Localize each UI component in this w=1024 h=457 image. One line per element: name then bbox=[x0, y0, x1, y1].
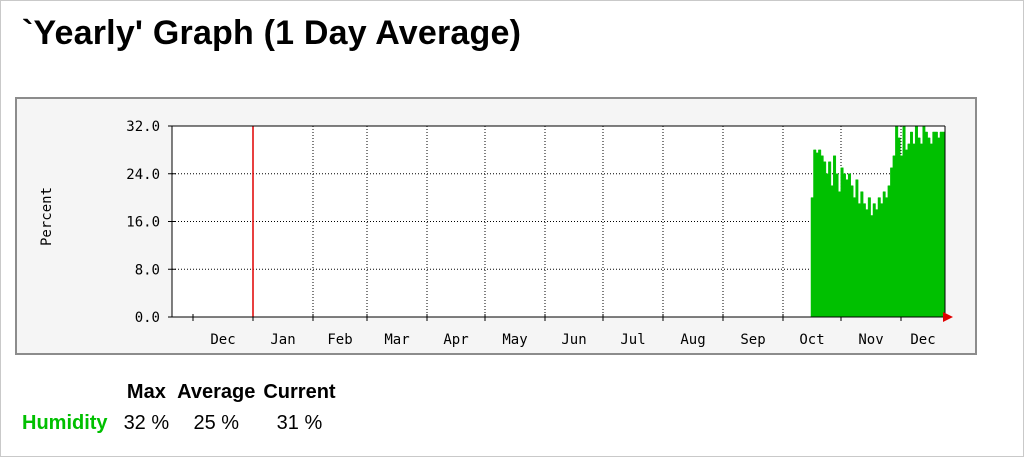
stats-current-value: 31 % bbox=[276, 412, 323, 434]
stats-header-blank bbox=[18, 381, 120, 412]
x-tick-label: Mar bbox=[384, 332, 409, 348]
y-axis-label: Percent bbox=[39, 187, 55, 246]
x-tick-label: Dec bbox=[210, 332, 235, 348]
yearly-humidity-chart: 0.0 8.0 16.0 24.0 32.0 Dec Jan Feb Mar Apr May Jun J… bbox=[39, 119, 953, 348]
x-tick-label: Jan bbox=[270, 332, 295, 348]
stats-header-row: Max Average Current bbox=[18, 381, 340, 412]
x-tick-label: Jun bbox=[561, 332, 586, 348]
stats-table: Max Average Current Humidity 32 % 25 % 3… bbox=[18, 381, 340, 435]
x-tick-label: Feb bbox=[327, 332, 352, 348]
y-tick-label: 16.0 bbox=[126, 215, 160, 231]
x-tick-label: Sep bbox=[740, 332, 765, 348]
stats-row-humidity: Humidity 32 % 25 % 31 % bbox=[18, 412, 340, 435]
stats-header-max: Max bbox=[126, 381, 166, 403]
x-tick-label: Aug bbox=[680, 332, 705, 348]
x-tick-label: Jul bbox=[620, 332, 645, 348]
y-tick-label: 32.0 bbox=[126, 119, 160, 135]
x-tick-label: Nov bbox=[858, 332, 883, 348]
y-tick-label: 8.0 bbox=[135, 262, 160, 278]
stats-header-average: Average bbox=[177, 381, 256, 403]
x-tick-label: Dec bbox=[910, 332, 935, 348]
y-tick-label: 0.0 bbox=[135, 310, 160, 326]
stats-max-value: 32 % bbox=[123, 412, 170, 434]
stats-header-current: Current bbox=[263, 381, 336, 403]
page-title: `Yearly' Graph (1 Day Average) bbox=[22, 14, 522, 52]
x-axis-arrow-icon bbox=[943, 312, 953, 322]
humidity-area bbox=[810, 125, 946, 318]
x-tick-label: Apr bbox=[443, 332, 468, 348]
stats-average-value: 25 % bbox=[193, 412, 240, 434]
stats-metric-label: Humidity bbox=[22, 412, 108, 434]
x-tick-label: May bbox=[502, 332, 527, 348]
x-tick-label: Oct bbox=[799, 332, 824, 348]
y-tick-label: 24.0 bbox=[126, 167, 160, 183]
